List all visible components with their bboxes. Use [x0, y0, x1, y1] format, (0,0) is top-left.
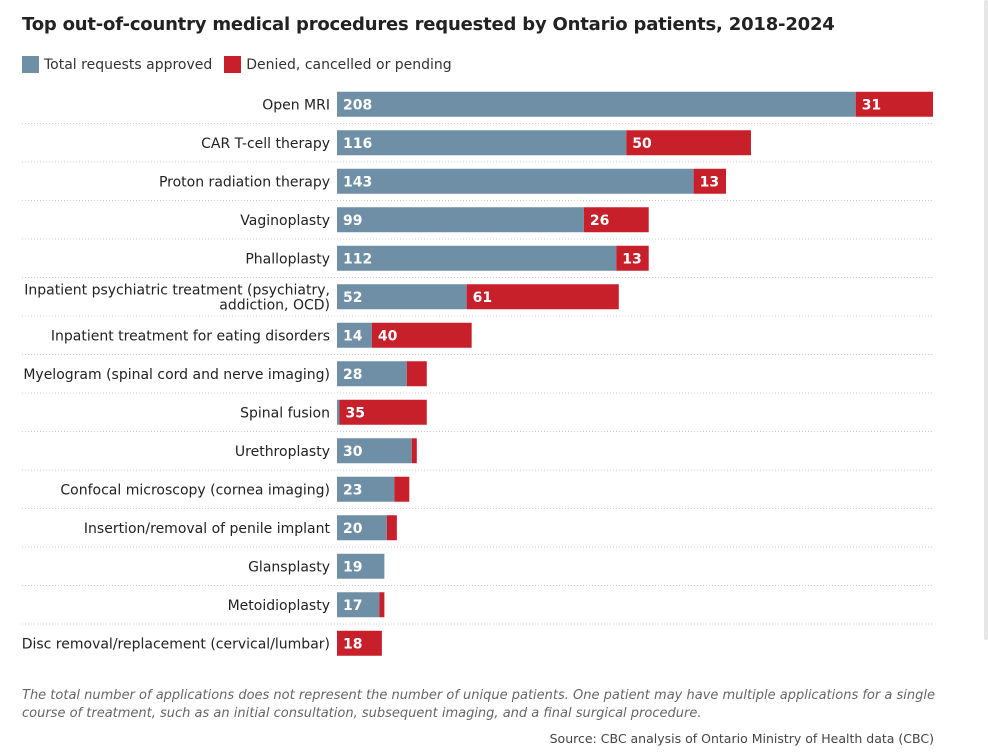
data-label-approved: 116	[343, 136, 372, 152]
data-label-denied: 26	[590, 213, 609, 229]
bar-approved	[337, 322, 372, 348]
data-label-approved: 208	[343, 97, 372, 113]
data-label-approved: 17	[343, 598, 362, 614]
data-label-denied: 13	[700, 174, 719, 190]
bar-approved	[337, 130, 627, 156]
data-label-approved: 23	[343, 482, 362, 498]
category-label: Inpatient psychiatric treatment (psychia…	[24, 282, 330, 313]
category-label: Vaginoplasty	[240, 213, 330, 229]
bar-approved	[337, 592, 380, 618]
page-scrollbar[interactable]	[984, 0, 988, 640]
category-label: Myelogram (spinal cord and nerve imaging…	[23, 367, 330, 383]
data-label-denied: 18	[343, 636, 362, 652]
category-label: Metoidioplasty	[228, 598, 330, 614]
data-label-approved: 52	[343, 290, 362, 306]
bar-approved	[337, 515, 387, 541]
legend: Total requests approved Denied, cancelle…	[22, 56, 464, 73]
bar-denied	[466, 284, 619, 310]
bar-denied	[693, 168, 727, 194]
bar-denied	[406, 361, 427, 387]
bar-approved	[337, 91, 856, 117]
bar-denied	[371, 322, 472, 348]
bar-denied	[386, 515, 397, 541]
data-label-approved: 143	[343, 174, 372, 190]
bar-approved	[337, 284, 467, 310]
bar-denied	[616, 245, 649, 271]
category-label: Confocal microscopy (cornea imaging)	[60, 482, 330, 498]
bar-chart: Open MRI 208 31 CAR T-cell therapy 116 50 Prot…	[22, 91, 933, 656]
category-label: Glansplasty	[248, 559, 330, 575]
bar-denied	[626, 130, 751, 156]
data-label-approved: 14	[343, 328, 363, 344]
data-label-approved: 99	[343, 213, 362, 229]
bar-denied	[411, 438, 417, 464]
data-label-denied: 35	[345, 405, 364, 421]
category-label: Insertion/removal of penile implant	[84, 521, 331, 537]
bar-denied	[379, 592, 385, 618]
bar-denied	[337, 630, 382, 656]
bar-denied	[583, 207, 649, 233]
chart-title: Top out-of-country medical procedures re…	[22, 14, 835, 35]
data-label-denied: 13	[622, 251, 641, 267]
category-label: Urethroplasty	[235, 444, 330, 460]
data-label-approved: 30	[343, 444, 363, 460]
data-label-denied: 40	[378, 328, 398, 344]
category-label: CAR T-cell therapy	[201, 136, 330, 152]
legend-label-approved: Total requests approved	[44, 56, 213, 73]
data-label-approved: 112	[343, 251, 372, 267]
footnote: The total number of applications does no…	[22, 688, 935, 721]
data-label-denied: 50	[632, 136, 652, 152]
legend-label-denied: Denied, cancelled or pending	[246, 56, 452, 73]
bar-approved	[337, 168, 694, 194]
legend-swatch-denied	[224, 56, 242, 73]
category-label: Spinal fusion	[240, 405, 330, 421]
bar-approved	[337, 245, 617, 271]
data-label-approved: 20	[343, 521, 363, 537]
category-label: Disc removal/replacement (cervical/lumba…	[22, 636, 330, 652]
bar-denied	[394, 476, 410, 502]
category-label: Open MRI	[262, 97, 330, 113]
source-credit: Source: CBC analysis of Ontario Ministry…	[549, 731, 934, 746]
bar-approved	[337, 476, 395, 502]
category-label: Proton radiation therapy	[159, 174, 330, 190]
bar-approved	[337, 399, 340, 425]
data-label-approved: 28	[343, 367, 362, 383]
category-label: Inpatient treatment for eating disorders	[51, 328, 330, 344]
bar-approved	[337, 207, 584, 233]
legend-item-denied: Denied, cancelled or pending	[224, 56, 452, 73]
legend-item-approved: Total requests approved	[22, 56, 212, 73]
data-label-denied: 31	[862, 97, 881, 113]
bar-denied	[339, 399, 427, 425]
category-label: Phalloplasty	[245, 251, 330, 267]
bar-denied	[855, 91, 933, 117]
bar-approved	[337, 438, 412, 464]
data-label-denied: 61	[473, 290, 492, 306]
legend-swatch-approved	[22, 56, 39, 73]
bar-approved	[337, 553, 385, 579]
bar-approved	[337, 361, 407, 387]
data-label-approved: 19	[343, 559, 362, 575]
